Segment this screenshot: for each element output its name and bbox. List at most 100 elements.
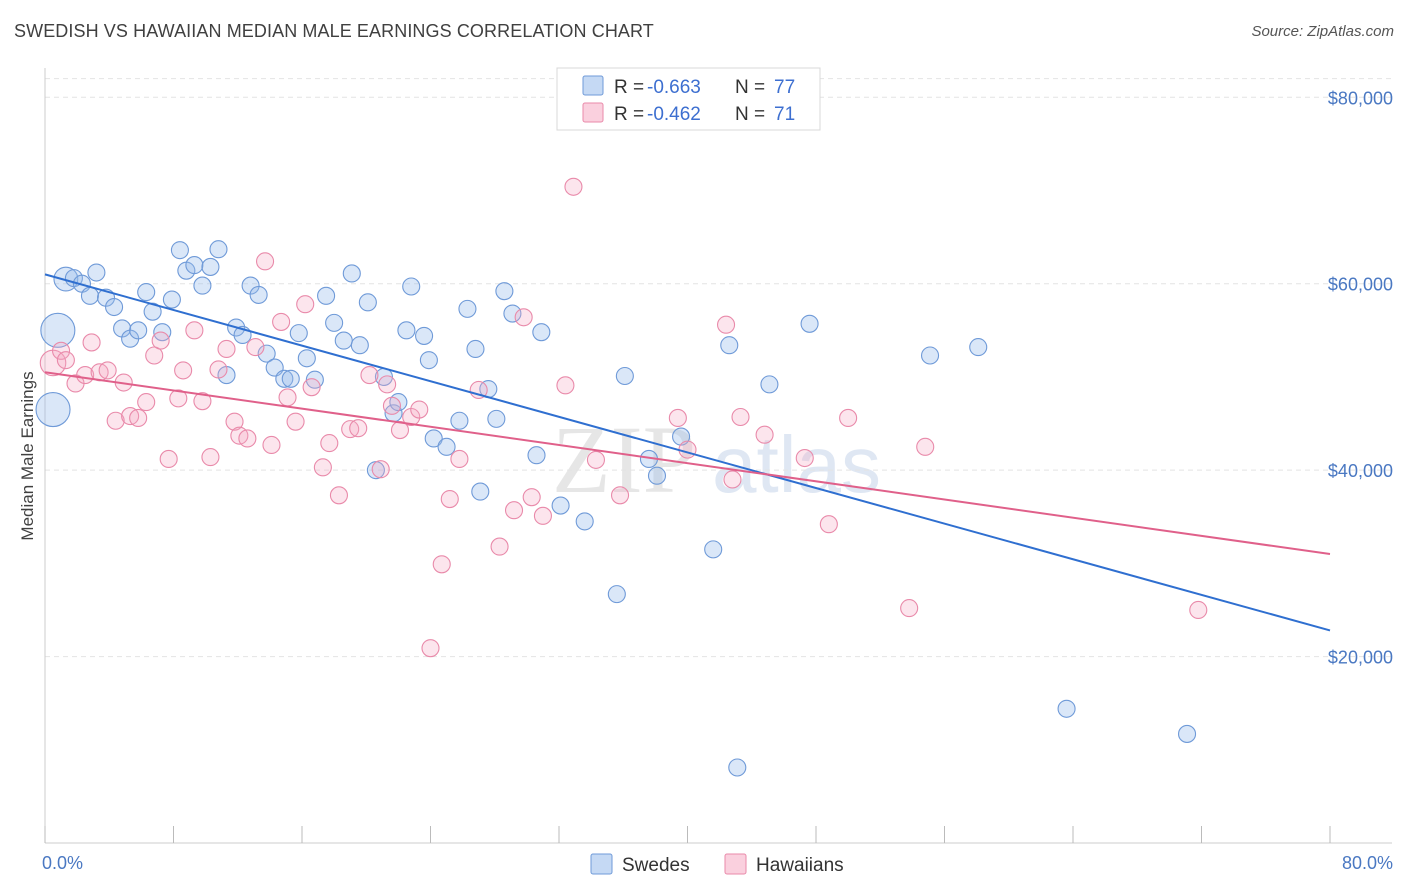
point-swedes-6 <box>87 263 106 282</box>
point-swedes-16 <box>170 241 189 260</box>
point-hawaiians-57 <box>564 177 583 196</box>
point-hawaiians-13 <box>145 346 164 365</box>
point-hawaiians-21 <box>209 360 228 379</box>
point-hawaiians-5 <box>82 333 101 352</box>
data-points <box>35 177 1208 777</box>
point-swedes-69 <box>728 758 747 777</box>
axes: $20,000 $40,000 $60,000 $80,000 0.0% 80.0% <box>42 68 1393 873</box>
point-swedes-18 <box>185 256 204 275</box>
point-hawaiians-23 <box>225 412 244 431</box>
point-swedes-70 <box>760 375 779 394</box>
point-hawaiians-40 <box>371 460 390 479</box>
point-hawaiians-14 <box>151 331 170 350</box>
point-swedes-34 <box>317 286 336 305</box>
point-swedes-8 <box>105 297 124 317</box>
legend-r-value-1: -0.663 <box>647 77 701 98</box>
point-swedes-0 <box>35 392 71 428</box>
point-hawaiians-42 <box>382 396 402 415</box>
trend-line-hawaiians <box>44 371 1331 556</box>
point-hawaiians-8 <box>106 411 125 430</box>
point-hawaiians-70 <box>916 437 935 456</box>
x-tick-label-0: 0.0% <box>42 853 83 873</box>
bottom-swatch-swedes <box>590 853 613 875</box>
point-hawaiians-33 <box>302 378 321 397</box>
point-hawaiians-11 <box>129 408 148 427</box>
point-hawaiians-15 <box>159 449 178 469</box>
point-swedes-21 <box>209 240 228 259</box>
point-hawaiians-30 <box>278 388 297 407</box>
point-swedes-62 <box>607 585 626 604</box>
point-hawaiians-58 <box>586 450 605 469</box>
point-swedes-12 <box>137 283 156 302</box>
point-hawaiians-56 <box>556 376 575 395</box>
source-label: Source: ZipAtlas.com <box>1251 23 1394 40</box>
point-swedes-65 <box>647 466 667 485</box>
point-hawaiians-41 <box>378 375 397 394</box>
point-hawaiians-38 <box>349 419 368 438</box>
point-swedes-30 <box>281 369 300 388</box>
point-swedes-57 <box>503 304 522 323</box>
legend-r-label-1: R = <box>614 77 644 98</box>
point-swedes-60 <box>551 496 570 515</box>
point-hawaiians-1 <box>52 341 71 360</box>
point-hawaiians-66 <box>795 448 814 468</box>
point-hawaiians-29 <box>272 312 291 331</box>
trend-lines <box>44 273 1331 632</box>
point-hawaiians-64 <box>731 407 750 427</box>
point-swedes-15 <box>162 290 181 309</box>
chart-title: SWEDISH VS HAWAIIAN MEDIAN MALE EARNINGS… <box>14 21 654 41</box>
x-tick-label-1: 80.0% <box>1342 853 1393 873</box>
point-hawaiians-12 <box>137 393 156 412</box>
y-tick-label-3: $80,000 <box>1328 88 1393 108</box>
point-hawaiians-63 <box>723 470 742 489</box>
point-hawaiians-59 <box>610 486 630 505</box>
point-swedes-11 <box>129 321 148 340</box>
legend-r-label-2: R = <box>614 104 644 125</box>
point-hawaiians-27 <box>256 252 275 271</box>
point-swedes-31 <box>289 324 308 343</box>
legend-swatch-hawaiians <box>582 102 604 123</box>
gridlines <box>45 78 1392 658</box>
point-hawaiians-7 <box>98 361 117 380</box>
point-swedes-68 <box>720 336 739 355</box>
point-swedes-56 <box>495 282 514 301</box>
point-swedes-51 <box>458 299 477 318</box>
point-swedes-72 <box>920 346 940 365</box>
point-swedes-39 <box>358 293 377 312</box>
legend-swatch-swedes <box>582 75 604 96</box>
point-swedes-44 <box>397 321 416 340</box>
point-swedes-37 <box>342 264 361 283</box>
point-swedes-52 <box>466 339 485 359</box>
point-swedes-20 <box>201 257 220 276</box>
point-hawaiians-61 <box>678 440 697 459</box>
legend-n-label-2: N = <box>735 104 765 125</box>
point-hawaiians-31 <box>286 412 305 431</box>
point-swedes-38 <box>350 336 369 355</box>
point-hawaiians-71 <box>1189 600 1208 620</box>
point-hawaiians-18 <box>185 321 204 340</box>
point-hawaiians-69 <box>900 599 919 618</box>
point-swedes-61 <box>575 512 594 531</box>
point-hawaiians-53 <box>514 308 533 327</box>
point-swedes-73 <box>969 338 988 357</box>
point-swedes-5 <box>80 286 100 305</box>
point-swedes-59 <box>532 323 551 342</box>
point-hawaiians-25 <box>238 429 257 448</box>
point-hawaiians-52 <box>504 501 524 520</box>
point-hawaiians-2 <box>56 351 75 370</box>
y-tick-label-1: $40,000 <box>1328 461 1393 481</box>
point-swedes-58 <box>527 446 546 465</box>
watermark-atlas: atlas <box>712 420 881 509</box>
point-swedes-46 <box>415 326 434 345</box>
point-hawaiians-17 <box>174 361 193 380</box>
point-hawaiians-45 <box>410 400 429 419</box>
point-hawaiians-28 <box>262 435 281 455</box>
point-hawaiians-26 <box>246 338 265 357</box>
point-hawaiians-65 <box>755 425 774 444</box>
point-hawaiians-67 <box>819 515 838 534</box>
legend-n-value-2: 71 <box>774 104 795 125</box>
point-swedes-29 <box>275 369 294 388</box>
point-swedes-26 <box>249 285 268 304</box>
point-swedes-45 <box>402 277 421 296</box>
